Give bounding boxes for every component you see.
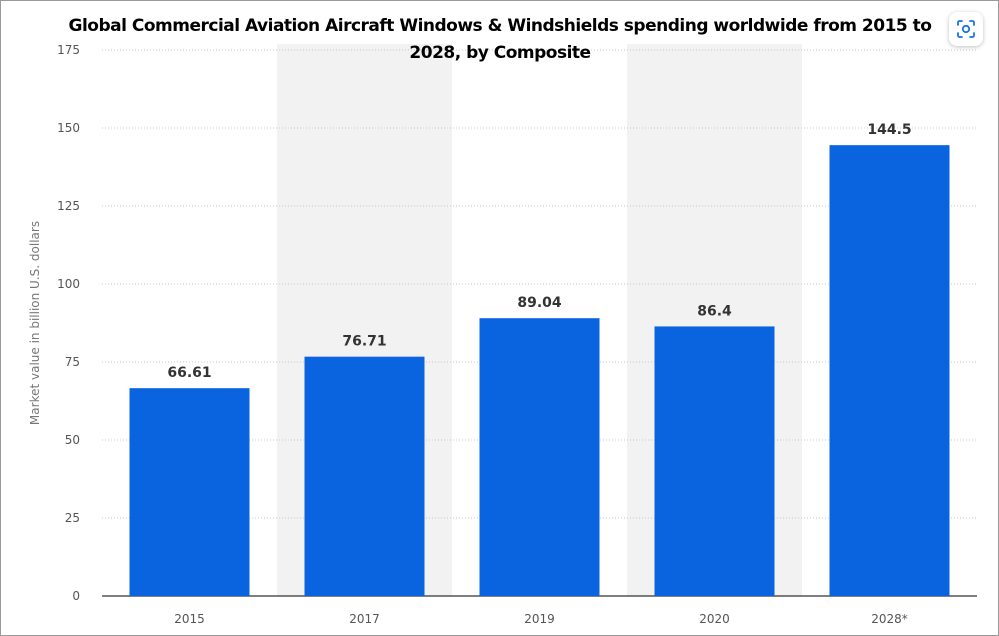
x-tick-label: 2017 xyxy=(349,612,380,626)
x-tick-label: 2020 xyxy=(699,612,730,626)
y-tick-label: 100 xyxy=(57,277,80,291)
bar-2019[interactable] xyxy=(479,318,600,596)
value-label: 89.04 xyxy=(517,295,562,311)
y-axis-title: Market value in billion U.S. dollars xyxy=(28,221,42,425)
bar-2015[interactable] xyxy=(129,388,250,596)
value-label: 86.4 xyxy=(697,303,732,319)
y-tick-label: 125 xyxy=(57,199,80,213)
y-tick-label: 175 xyxy=(57,43,80,57)
x-tick-label: 2028* xyxy=(871,612,908,626)
value-label: 76.71 xyxy=(342,334,386,350)
y-tick-label: 150 xyxy=(57,121,80,135)
y-tick-label: 0 xyxy=(72,589,80,603)
chart-title: Global Commercial Aviation Aircraft Wind… xyxy=(68,16,932,63)
scan-icon xyxy=(957,20,975,38)
bar-2028*[interactable] xyxy=(829,145,950,596)
bar-2020[interactable] xyxy=(654,326,775,596)
value-label: 66.61 xyxy=(167,365,211,381)
y-tick-label: 50 xyxy=(65,433,80,447)
x-tick-label: 2019 xyxy=(524,612,555,626)
image-scan-button[interactable] xyxy=(949,12,983,46)
y-tick-label: 25 xyxy=(65,511,80,525)
y-tick-label: 75 xyxy=(65,355,80,369)
x-tick-label: 2015 xyxy=(174,612,205,626)
value-label: 144.5 xyxy=(867,122,911,138)
bar-2017[interactable] xyxy=(304,356,425,596)
